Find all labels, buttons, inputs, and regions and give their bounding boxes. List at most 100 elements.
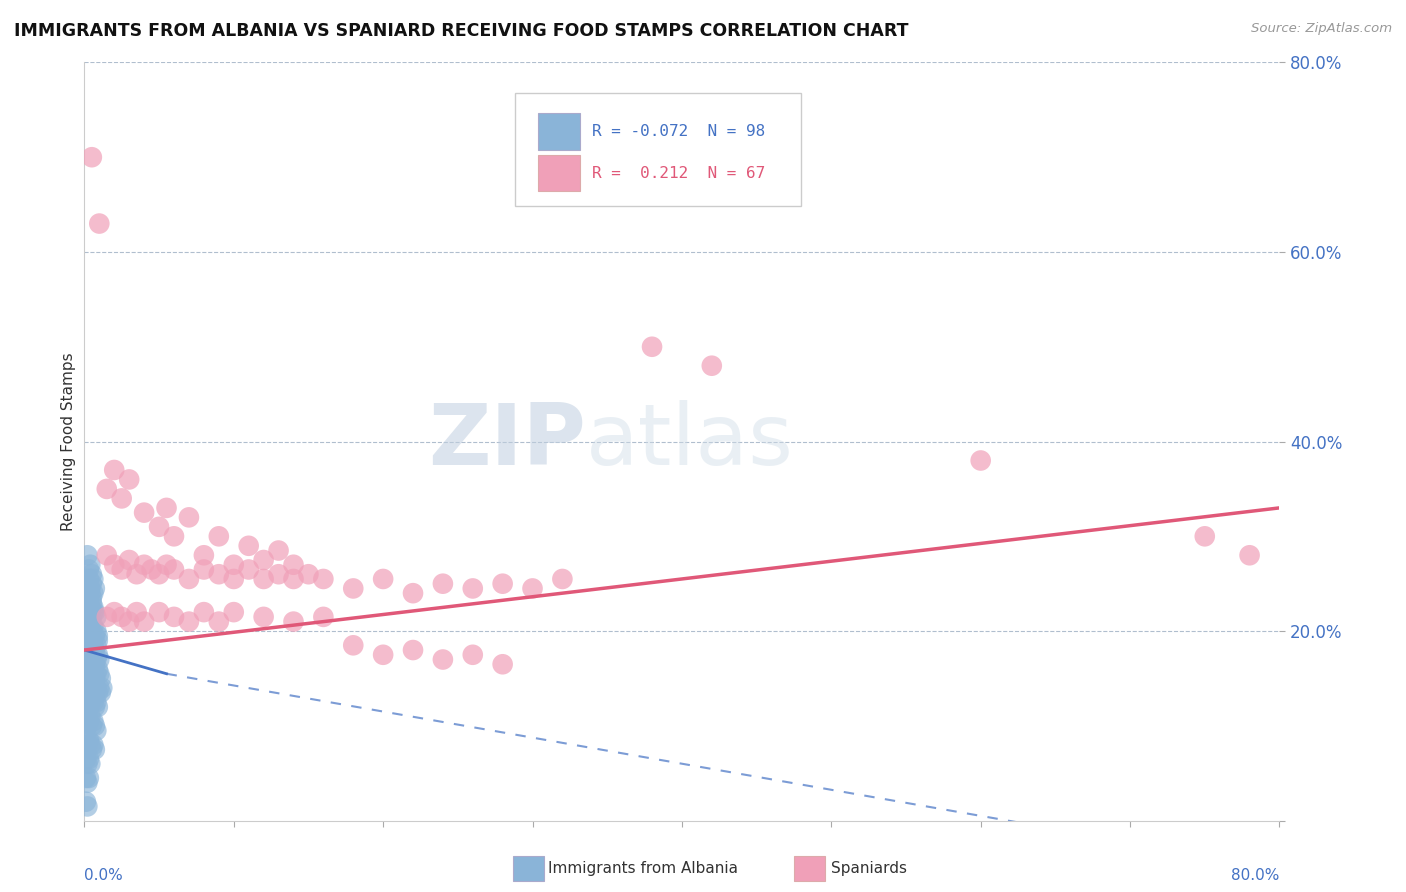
Point xyxy=(83,699,105,714)
Point xyxy=(148,520,170,534)
Point xyxy=(283,558,305,572)
Point xyxy=(82,738,104,752)
Point xyxy=(177,615,200,629)
Point xyxy=(86,681,108,695)
Point xyxy=(76,638,98,652)
Point xyxy=(141,562,163,576)
Point xyxy=(83,605,105,619)
Point xyxy=(83,629,105,643)
Point xyxy=(86,624,108,639)
Point xyxy=(91,681,114,695)
Point xyxy=(77,572,100,586)
Point xyxy=(96,548,118,563)
Point xyxy=(80,150,103,164)
Point xyxy=(75,709,97,723)
Point xyxy=(80,742,103,756)
Point xyxy=(82,695,104,709)
Point xyxy=(76,610,98,624)
Point xyxy=(155,500,177,515)
Point xyxy=(83,719,105,733)
Point xyxy=(222,572,245,586)
Point xyxy=(76,738,98,752)
Point xyxy=(461,648,484,662)
Point xyxy=(75,752,97,766)
Point xyxy=(87,699,110,714)
Point xyxy=(79,638,101,652)
Point xyxy=(177,510,200,524)
Point xyxy=(80,610,103,624)
Point xyxy=(82,605,104,619)
Point xyxy=(551,572,574,586)
Point xyxy=(402,643,425,657)
Point xyxy=(82,681,104,695)
Point xyxy=(267,543,290,558)
Point xyxy=(79,738,101,752)
Point xyxy=(76,652,98,666)
Point xyxy=(80,648,103,662)
Point xyxy=(82,600,104,615)
Point xyxy=(103,463,125,477)
Point xyxy=(77,752,100,766)
Text: Immigrants from Albania: Immigrants from Albania xyxy=(548,862,738,876)
Point xyxy=(148,567,170,582)
Point xyxy=(87,686,110,700)
Point xyxy=(89,217,111,231)
Point xyxy=(238,539,260,553)
Point xyxy=(79,600,101,615)
Point xyxy=(111,562,134,576)
Point xyxy=(193,605,215,619)
Point xyxy=(90,672,112,686)
Point xyxy=(90,686,112,700)
Point xyxy=(222,558,245,572)
Point xyxy=(77,699,100,714)
Point xyxy=(163,529,186,543)
Point xyxy=(83,686,105,700)
Point xyxy=(87,662,110,676)
Point xyxy=(79,695,101,709)
Point xyxy=(80,662,103,676)
Point xyxy=(253,553,276,567)
Point xyxy=(238,562,260,576)
Y-axis label: Receiving Food Stamps: Receiving Food Stamps xyxy=(60,352,76,531)
Point xyxy=(83,657,105,672)
Point xyxy=(86,666,108,681)
Point xyxy=(89,681,111,695)
Point xyxy=(77,657,100,672)
Point xyxy=(103,605,125,619)
Point xyxy=(77,624,100,639)
Point xyxy=(77,714,100,728)
Point xyxy=(79,582,101,596)
Point xyxy=(87,629,110,643)
Point xyxy=(82,714,104,728)
Point xyxy=(80,719,103,733)
Point xyxy=(75,771,97,785)
Point xyxy=(111,610,134,624)
Point xyxy=(79,709,101,723)
Point xyxy=(79,666,101,681)
Point xyxy=(82,652,104,666)
Point xyxy=(492,657,515,672)
Point xyxy=(80,576,103,591)
Point xyxy=(82,586,104,600)
Point xyxy=(83,643,105,657)
Point xyxy=(76,719,98,733)
Text: atlas: atlas xyxy=(586,400,794,483)
Point xyxy=(86,652,108,666)
Point xyxy=(96,610,118,624)
Point xyxy=(76,681,98,695)
Point xyxy=(77,733,100,747)
Text: R = -0.072  N = 98: R = -0.072 N = 98 xyxy=(592,124,765,139)
Point xyxy=(103,558,125,572)
Point xyxy=(77,771,100,785)
Point xyxy=(86,638,108,652)
Point xyxy=(222,605,245,619)
Point xyxy=(80,596,103,610)
Point xyxy=(76,756,98,771)
Point xyxy=(402,586,425,600)
Point xyxy=(118,553,141,567)
Point xyxy=(132,558,156,572)
Point xyxy=(193,562,215,576)
Point xyxy=(1194,529,1216,543)
Text: Source: ZipAtlas.com: Source: ZipAtlas.com xyxy=(1251,22,1392,36)
Point xyxy=(80,591,103,605)
